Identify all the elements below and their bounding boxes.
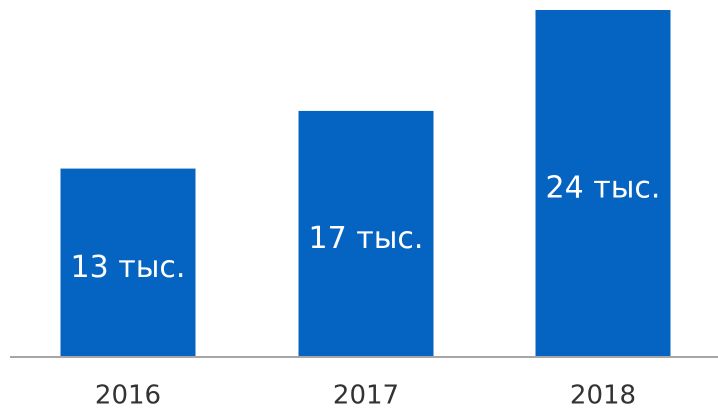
- x-tick-label: 2018: [570, 381, 636, 411]
- value-label: 17 тыс.: [309, 221, 424, 256]
- value-label: 13 тыс.: [71, 250, 186, 285]
- x-tick-label: 2017: [333, 381, 399, 411]
- bar: [535, 10, 671, 356]
- bar: [60, 168, 196, 356]
- x-tick-label: 2016: [95, 381, 161, 411]
- value-label: 24 тыс.: [546, 171, 661, 206]
- bar: [298, 110, 434, 357]
